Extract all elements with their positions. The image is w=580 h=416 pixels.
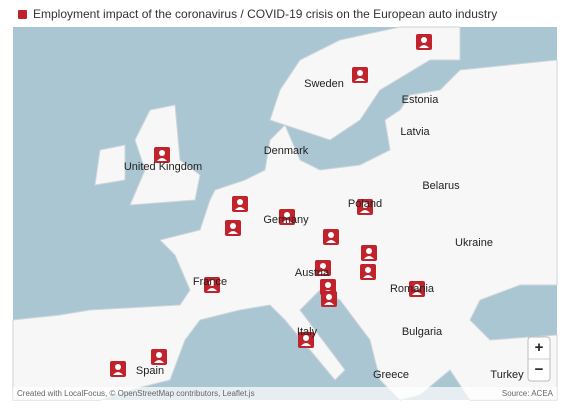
marker-head [230, 223, 236, 229]
marker[interactable] [321, 291, 337, 307]
marker-head [414, 284, 420, 290]
country-label: Romania [390, 283, 435, 295]
marker[interactable] [151, 349, 167, 365]
country-label: Belarus [422, 180, 460, 192]
marker[interactable] [110, 361, 126, 377]
marker-head [366, 248, 372, 254]
marker[interactable] [232, 196, 248, 212]
marker-head [328, 232, 334, 238]
country-label: United Kingdom [124, 161, 202, 173]
marker[interactable] [154, 147, 170, 163]
marker[interactable] [279, 209, 295, 225]
marker[interactable] [357, 199, 373, 215]
marker-head [156, 352, 162, 358]
marker-body [235, 207, 245, 210]
marker[interactable] [361, 245, 377, 261]
marker-body [282, 220, 292, 223]
marker-body [318, 271, 328, 274]
marker[interactable] [225, 220, 241, 236]
marker-head [159, 150, 165, 156]
marker[interactable] [416, 34, 432, 50]
marker-head [303, 335, 309, 341]
marker-body [228, 231, 238, 234]
marker-body [360, 210, 370, 213]
country-label: Denmark [264, 145, 309, 157]
marker-body [326, 240, 336, 243]
zoom-in[interactable]: + [535, 339, 544, 356]
marker-head [326, 294, 332, 300]
marker-head [325, 282, 331, 288]
marker-body [113, 372, 123, 375]
marker-head [320, 263, 326, 269]
country-label: Spain [136, 365, 164, 377]
scandinavia [269, 26, 461, 141]
marker-head [284, 212, 290, 218]
marker-body [364, 256, 374, 259]
marker[interactable] [298, 332, 314, 348]
country-label: Germany [263, 214, 309, 226]
country-label: Greece [373, 369, 409, 381]
marker[interactable] [323, 229, 339, 245]
marker[interactable] [409, 281, 425, 297]
country-label: Bulgaria [402, 326, 443, 338]
country-label: Turkey [490, 369, 524, 381]
marker[interactable] [360, 264, 376, 280]
marker-head [115, 364, 121, 370]
zoom-out[interactable]: − [535, 361, 544, 378]
marker-body [154, 360, 164, 363]
continent [12, 59, 558, 401]
marker-head [237, 199, 243, 205]
marker-body [324, 302, 334, 305]
marker-body [207, 288, 217, 291]
marker-head [362, 202, 368, 208]
country-label: Ukraine [455, 237, 493, 249]
country-label: Sweden [304, 78, 344, 90]
country-label: Austria [295, 267, 330, 279]
marker[interactable] [352, 67, 368, 83]
marker-head [365, 267, 371, 273]
attribution-bar [13, 387, 557, 400]
title: Employment impact of the coronavirus / C… [33, 7, 497, 21]
country-label: Latvia [400, 126, 430, 138]
marker[interactable] [315, 260, 331, 276]
map[interactable]: Sweden Estonia Latvia Denmark United Kingdom… [12, 26, 558, 401]
marker-body [157, 158, 167, 161]
marker-body [363, 275, 373, 278]
marker-head [357, 70, 363, 76]
marker-head [209, 280, 215, 286]
country-label: Poland [348, 198, 382, 210]
marker[interactable] [204, 277, 220, 293]
source: Source: ACEA [502, 389, 554, 398]
marker-body [419, 45, 429, 48]
marker-body [412, 292, 422, 295]
marker-body [355, 78, 365, 81]
title-icon [18, 10, 27, 19]
country-label: France [193, 276, 227, 288]
ireland [94, 144, 126, 186]
country-label: Estonia [402, 94, 440, 106]
marker-head [421, 37, 427, 43]
country-label: Italy [297, 326, 318, 338]
attribution: Created with LocalFocus, © OpenStreetMap… [17, 389, 255, 398]
marker-body [301, 343, 311, 346]
